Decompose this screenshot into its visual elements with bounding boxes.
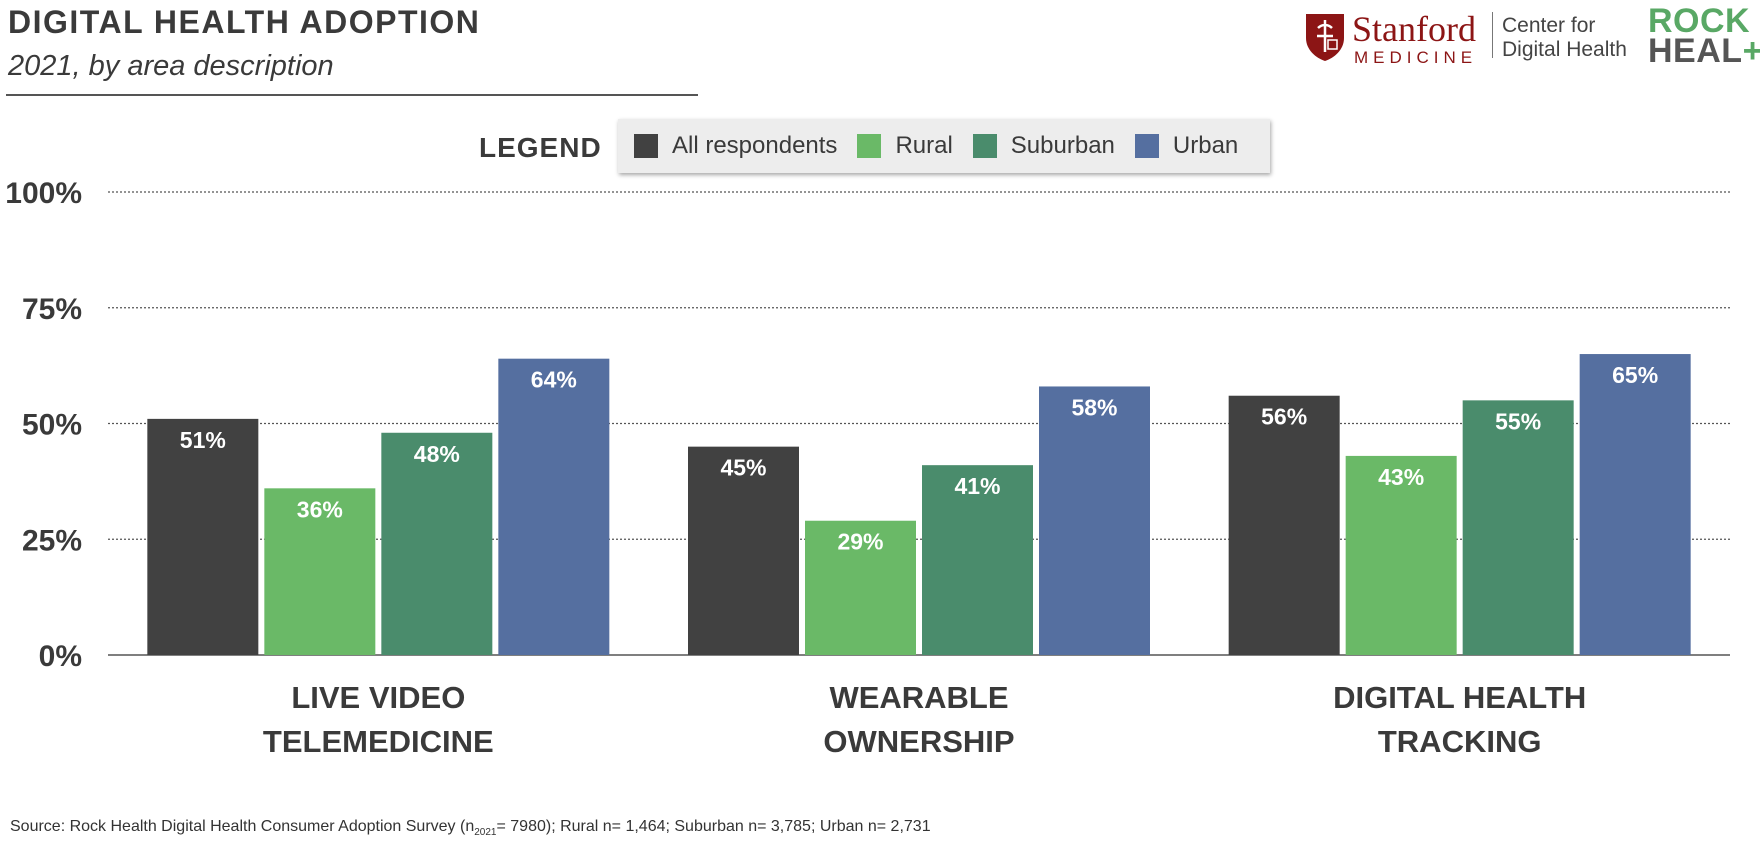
rock-health-logo: ROCK HEAL+H xyxy=(1648,2,1760,68)
legend-label-rural: Rural xyxy=(895,132,953,159)
data-label: 45% xyxy=(720,455,766,481)
bar xyxy=(805,520,916,655)
rock-health-line-2: HEAL+H xyxy=(1648,34,1760,68)
category-label: TRACKING xyxy=(1378,724,1542,759)
rock-health-line-1: ROCK xyxy=(1648,2,1751,40)
bar xyxy=(264,488,376,655)
bar xyxy=(1039,386,1150,655)
data-label: 58% xyxy=(1071,394,1117,420)
bar xyxy=(498,358,610,655)
stanford-shield-icon xyxy=(1306,14,1344,61)
stanford-medicine-text: MEDICINE xyxy=(1354,48,1478,67)
bar xyxy=(381,432,493,655)
legend-label-urban: Urban xyxy=(1172,132,1239,159)
y-tick-label: 0% xyxy=(39,640,82,673)
chart-subtitle: 2021, by area description xyxy=(8,50,334,82)
legend-label: LEGEND xyxy=(479,132,602,163)
data-label: 43% xyxy=(1378,464,1424,490)
rock-health-plus-icon: + xyxy=(1742,32,1760,70)
source-text-prefix: Source: Rock Health Digital Health Consu… xyxy=(10,818,475,835)
title-underline xyxy=(6,94,698,96)
data-label: 56% xyxy=(1261,404,1307,430)
category-label: DIGITAL HEALTH xyxy=(1333,680,1586,715)
data-label: 29% xyxy=(837,529,883,555)
data-label: 55% xyxy=(1495,408,1541,434)
legend-label-suburban: Suburban xyxy=(1010,132,1115,159)
legend-item-suburban: Suburban xyxy=(972,132,1115,160)
legend-item-rural: Rural xyxy=(857,132,953,160)
data-label: 48% xyxy=(414,441,460,467)
cdh-line-1: Center for xyxy=(1502,14,1596,37)
source-note: Source: Rock Health Digital Health Consu… xyxy=(10,818,931,838)
category-label: WEARABLE xyxy=(829,680,1008,715)
chart-title: DIGITAL HEALTH ADOPTION xyxy=(8,4,481,40)
cdh-line-2: Digital Health xyxy=(1502,38,1627,61)
rock-health-heal: HEAL xyxy=(1648,32,1743,70)
data-label: 64% xyxy=(531,367,577,393)
y-tick-label: 75% xyxy=(22,293,82,326)
bar xyxy=(1345,455,1457,655)
bar xyxy=(1228,395,1340,655)
category-label: LIVE VIDEO xyxy=(291,680,465,715)
legend-item-all-respondents: All respondents xyxy=(634,132,837,160)
source-subscript: 2021 xyxy=(474,827,497,839)
data-label: 65% xyxy=(1612,362,1658,388)
category-label: OWNERSHIP xyxy=(823,724,1014,759)
legend-label-all-respondents: All respondents xyxy=(672,132,838,159)
legend-swatch xyxy=(634,134,658,158)
legend-swatch xyxy=(857,134,882,158)
source-text-suffix: = 7980); Rural n= 1,464; Suburban n= 3,7… xyxy=(496,818,931,835)
legend: All respondents Rural Suburban Urban xyxy=(618,119,1270,173)
category-label: TELEMEDICINE xyxy=(263,724,494,759)
legend-swatch xyxy=(972,134,997,158)
bar xyxy=(1462,400,1574,655)
data-label: 36% xyxy=(297,496,343,522)
data-label: 41% xyxy=(954,473,1000,499)
bar xyxy=(922,465,1033,655)
logo-divider xyxy=(1492,12,1493,58)
center-digital-health-logo: Center for Digital Health xyxy=(1502,14,1627,62)
y-tick-label: 25% xyxy=(22,524,82,557)
bar xyxy=(688,446,799,655)
y-tick-label: 100% xyxy=(5,177,82,210)
legend-swatch xyxy=(1134,134,1159,158)
data-label: 51% xyxy=(180,427,226,453)
stanford-wordmark: Stanford xyxy=(1352,9,1476,49)
bar xyxy=(147,418,259,655)
bar xyxy=(1579,354,1691,655)
y-tick-label: 50% xyxy=(22,409,82,442)
bar-chart: 0% 25% 50% 75% 100% 51% 36% 48% 64% LIVE VIDEO TEL… xyxy=(5,177,1730,759)
legend-item-urban: Urban xyxy=(1134,132,1239,160)
